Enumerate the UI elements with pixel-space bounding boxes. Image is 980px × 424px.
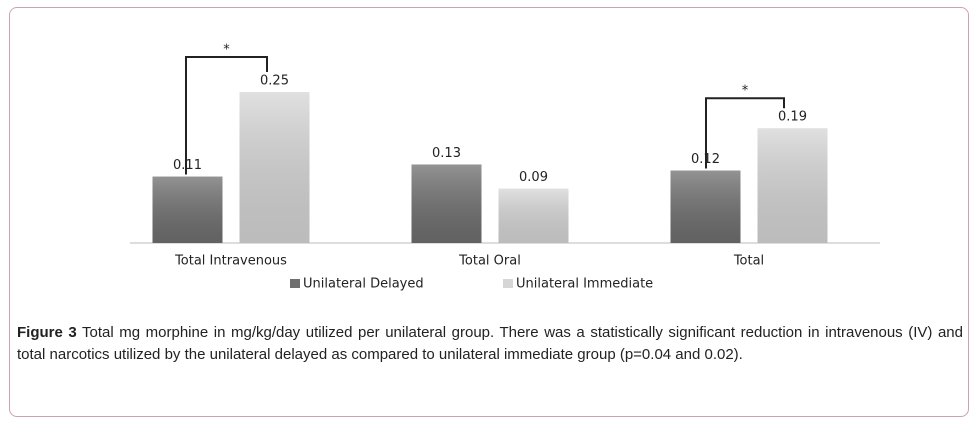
value-label: 0.13 bbox=[432, 146, 461, 161]
caption-label: Figure 3 bbox=[17, 324, 77, 341]
value-label: 0.19 bbox=[778, 110, 807, 125]
bar-shade bbox=[152, 176, 223, 243]
legend-label: Unilateral Immediate bbox=[516, 277, 653, 292]
bar-shade bbox=[498, 188, 569, 243]
bar-shade bbox=[239, 92, 310, 243]
figure-frame bbox=[9, 7, 969, 417]
bar-shade bbox=[757, 128, 828, 243]
x-tick-label: Total bbox=[733, 254, 764, 269]
significance-bracket bbox=[705, 97, 785, 169]
significance-mark: * bbox=[742, 84, 749, 99]
value-label: 0.25 bbox=[260, 74, 289, 89]
bar-shade bbox=[670, 170, 741, 243]
x-tick-label: Total Oral bbox=[458, 254, 521, 269]
value-label: 0.11 bbox=[173, 158, 202, 173]
legend-label: Unilateral Delayed bbox=[303, 277, 424, 292]
legend-swatch bbox=[503, 279, 513, 288]
significance-bracket bbox=[185, 56, 268, 175]
x-tick-label: Total Intravenous bbox=[174, 254, 287, 269]
bar-shade bbox=[411, 164, 482, 243]
significance-mark: * bbox=[223, 43, 230, 58]
caption-text: Total mg morphine in mg/kg/day utilized … bbox=[17, 324, 963, 363]
value-label: 0.09 bbox=[519, 170, 548, 185]
caption: Figure 3 Total mg morphine in mg/kg/day … bbox=[17, 322, 963, 366]
legend-swatch bbox=[290, 279, 300, 288]
